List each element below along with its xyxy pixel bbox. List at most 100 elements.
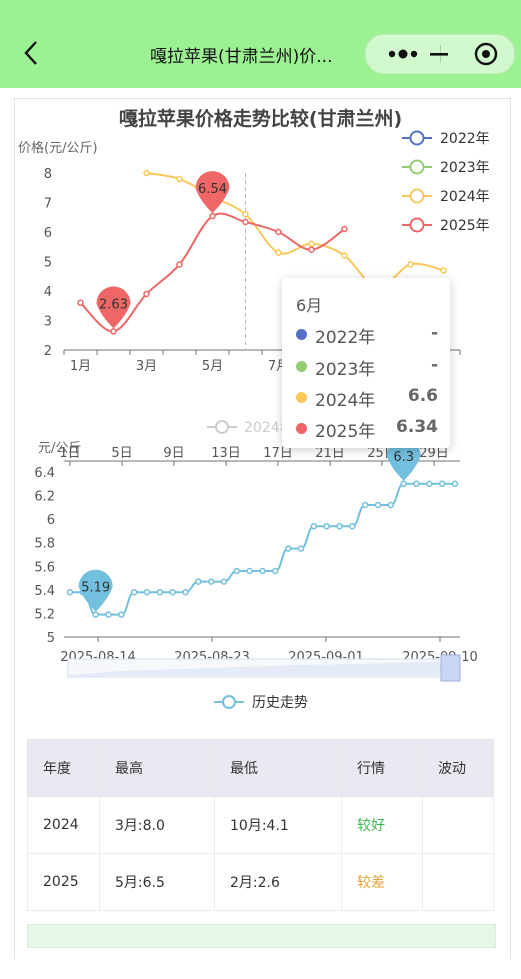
tooltip-row: 2024年 6.6 bbox=[296, 386, 442, 411]
top-navigation-bar: 嘎拉苹果(甘肃兰州)价... bbox=[0, 0, 521, 88]
chevron-left-icon[interactable] bbox=[18, 38, 48, 68]
y-tick-label: 6.2 bbox=[34, 490, 55, 505]
series-dot-icon bbox=[296, 423, 307, 434]
legend-label: 2023年 bbox=[440, 160, 490, 176]
series-dot-icon bbox=[296, 361, 307, 372]
history-marker: 6.3 bbox=[386, 438, 421, 481]
data-point bbox=[169, 588, 176, 596]
tooltip-series-name: 2023年 bbox=[315, 360, 376, 380]
data-point bbox=[284, 545, 292, 552]
data-point bbox=[426, 480, 433, 488]
history-price-chart[interactable]: 元/公斤 1日 5日 9日 13日 17日 21日 25日 29日55.25.45.65.86… bbox=[0, 435, 521, 725]
data-point bbox=[297, 545, 305, 552]
data-point bbox=[275, 249, 282, 256]
column-header: 行情 bbox=[341, 739, 423, 797]
chart-tooltip: 6月 2022年 - 2023年 - 2024年 6.6 2025年 6.34 bbox=[282, 278, 450, 448]
marker-pin-label: 5.19 bbox=[81, 581, 110, 596]
data-point bbox=[361, 501, 369, 509]
data-point bbox=[220, 578, 228, 585]
legend-symbol bbox=[409, 217, 425, 233]
data-point bbox=[275, 228, 282, 236]
history-legend-item[interactable]: 历史走势 bbox=[214, 695, 308, 711]
table-row: 2024 3月:8.0 10月:4.1 较好 bbox=[27, 796, 494, 854]
legend-item[interactable]: 2024年 bbox=[402, 188, 490, 205]
legend-label: 2025年 bbox=[440, 218, 490, 234]
data-point bbox=[105, 611, 112, 618]
data-point bbox=[77, 299, 84, 307]
data-point bbox=[413, 480, 420, 488]
y-tick-label: 7 bbox=[44, 197, 52, 212]
y-tick-label: 5.8 bbox=[34, 537, 55, 552]
legend-symbol bbox=[409, 130, 425, 146]
legend-item[interactable]: 2023年 bbox=[402, 159, 490, 176]
data-point bbox=[242, 218, 249, 226]
tooltip-series-name: 2025年 bbox=[315, 422, 376, 442]
low-cell: 10月:4.1 bbox=[214, 796, 342, 854]
zoom-handle[interactable] bbox=[440, 654, 461, 682]
column-header: 年度 bbox=[27, 739, 100, 797]
top-x-tick-label: 5日 bbox=[111, 446, 132, 461]
table-row: 2025 5月:6.5 2月:2.6 较差 bbox=[27, 853, 494, 911]
data-point bbox=[310, 522, 318, 530]
data-point bbox=[341, 252, 348, 259]
close-button[interactable] bbox=[466, 35, 514, 73]
data-point bbox=[207, 578, 215, 585]
data-point bbox=[451, 480, 459, 488]
trend-cell: 较差 bbox=[341, 853, 423, 911]
column-header: 最高 bbox=[99, 739, 215, 797]
tooltip-series-value: - bbox=[430, 323, 438, 343]
tooltip-row: 2023年 - bbox=[296, 355, 442, 380]
minus-icon bbox=[430, 53, 448, 56]
data-point bbox=[308, 240, 315, 248]
volatility-cell bbox=[422, 853, 494, 911]
y-tick-label: 6 bbox=[44, 226, 52, 241]
y-tick-label: 5.6 bbox=[34, 560, 55, 575]
marker-pin-shape bbox=[386, 438, 421, 481]
top-x-tick-label: 1日 bbox=[59, 446, 80, 461]
data-point bbox=[272, 567, 279, 575]
legend-item[interactable]: 2025年 bbox=[402, 217, 490, 234]
top-x-tick-label: 29日 bbox=[419, 446, 449, 461]
series-dot-icon bbox=[296, 329, 307, 340]
column-header: 波动 bbox=[422, 739, 494, 797]
top-x-tick-label: 21日 bbox=[315, 446, 345, 461]
marker-pin-shape bbox=[78, 569, 113, 612]
page-title: 嘎拉苹果(甘肃兰州)价... bbox=[150, 47, 333, 67]
more-button[interactable] bbox=[366, 35, 440, 73]
data-point bbox=[118, 611, 125, 618]
top-x-tick-label: 17日 bbox=[263, 446, 293, 461]
tooltip-series-name: 2024年 bbox=[315, 391, 376, 411]
marker-pin-label: 2.63 bbox=[99, 297, 128, 312]
legend-item[interactable]: 2022年 bbox=[402, 130, 490, 147]
history-y-axis-label: 元/公斤 bbox=[38, 441, 81, 456]
minimize-button[interactable] bbox=[418, 35, 458, 73]
bottom-legend-label: 2024年 bbox=[244, 420, 294, 436]
mini-program-capsule bbox=[365, 34, 515, 74]
top-x-tick-label: 9日 bbox=[163, 446, 184, 461]
data-point bbox=[143, 290, 150, 298]
tooltip-series-value: 6.6 bbox=[407, 386, 438, 406]
y-axis-label: 价格(元/公斤) bbox=[18, 140, 98, 156]
data-point bbox=[176, 261, 183, 268]
tooltip-series-value: - bbox=[430, 355, 438, 375]
data-point bbox=[308, 246, 315, 253]
history-series-line bbox=[70, 482, 456, 616]
data-point bbox=[341, 225, 348, 233]
table-header-row: 年度 最高 最低 行情 波动 bbox=[27, 739, 494, 797]
bottom-legend-item[interactable]: 2024年 bbox=[207, 420, 294, 436]
data-point bbox=[246, 567, 253, 575]
max-min-marker: 2.63 bbox=[96, 286, 131, 329]
x-tick-label: 3月 bbox=[136, 359, 157, 374]
data-zoom-slider[interactable] bbox=[67, 654, 461, 682]
data-point bbox=[182, 588, 189, 596]
history-marker: 5.19 bbox=[78, 569, 113, 612]
series-dot-icon bbox=[296, 392, 307, 403]
high-cell: 5月:6.5 bbox=[99, 853, 215, 911]
max-min-marker: 6.54 bbox=[195, 171, 230, 214]
target-circle-icon bbox=[474, 42, 498, 66]
legend-symbol bbox=[409, 159, 425, 175]
tooltip-series-name: 2022年 bbox=[315, 328, 376, 348]
data-point bbox=[349, 522, 356, 530]
y-tick-label: 6.4 bbox=[34, 466, 55, 481]
